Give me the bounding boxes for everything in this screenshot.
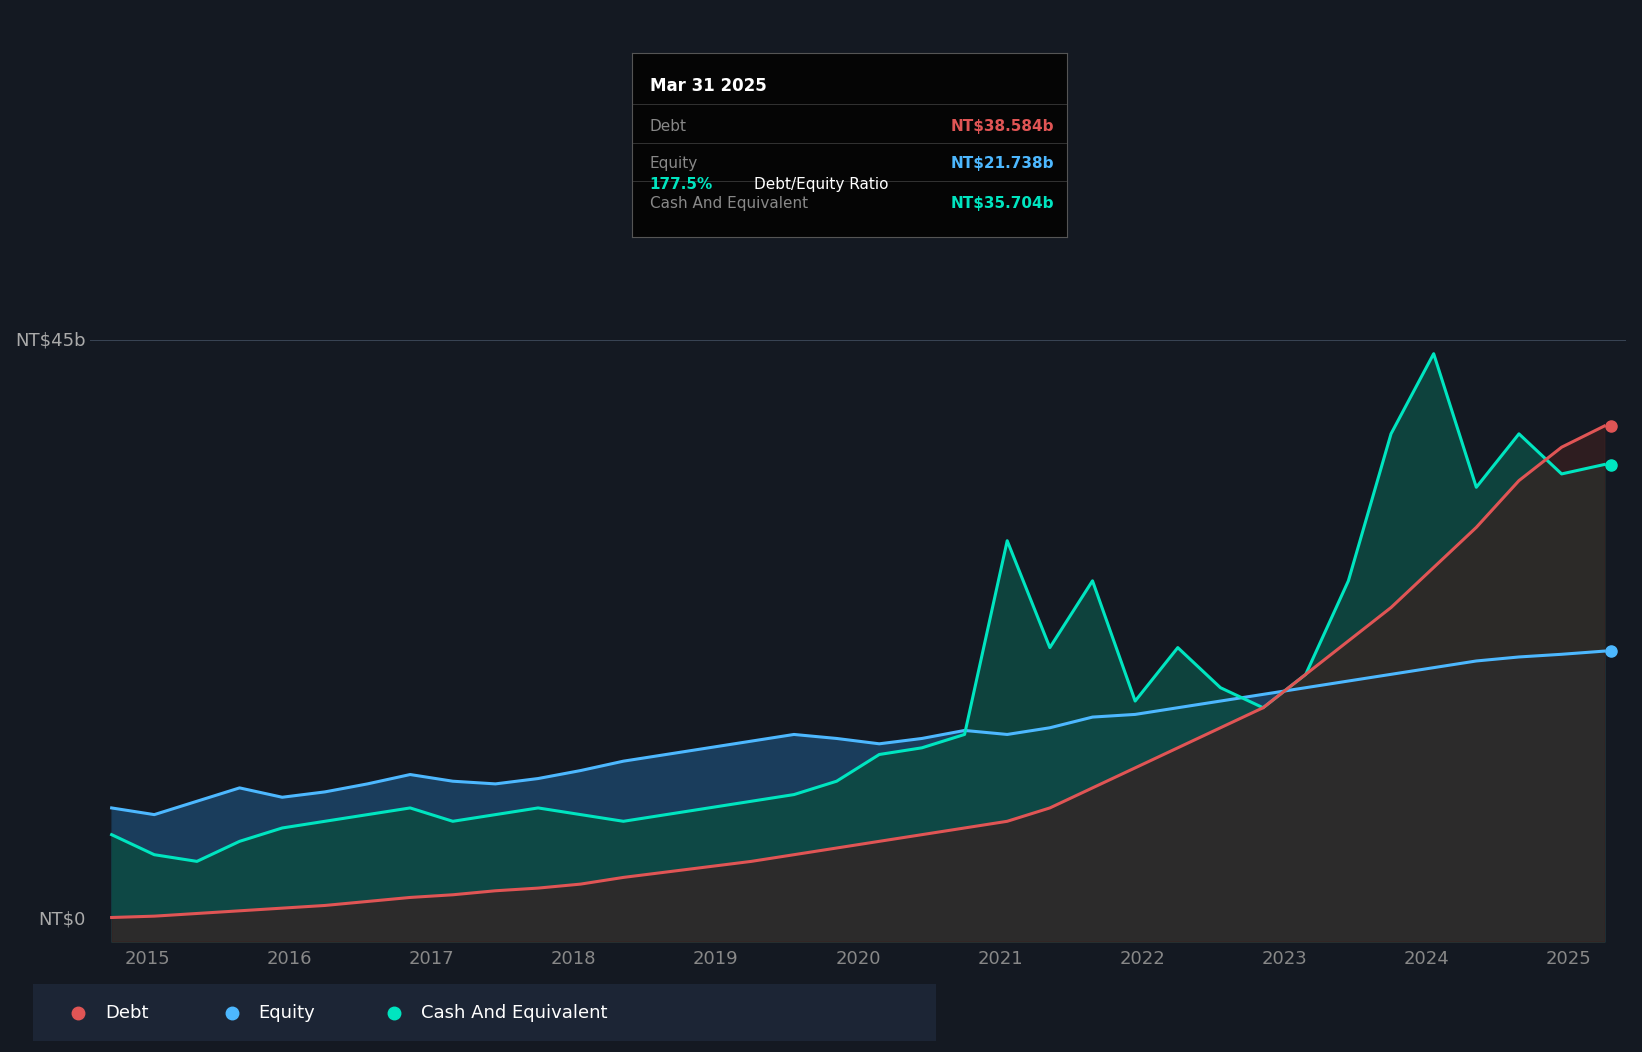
Text: Debt: Debt (105, 1004, 148, 1021)
Text: NT$38.584b: NT$38.584b (951, 119, 1054, 134)
Text: Cash And Equivalent: Cash And Equivalent (650, 196, 808, 211)
Text: Equity: Equity (650, 156, 698, 170)
Text: NT$45b: NT$45b (15, 331, 85, 349)
Text: Equity: Equity (259, 1004, 315, 1021)
Text: Mar 31 2025: Mar 31 2025 (650, 77, 767, 95)
Text: NT$0: NT$0 (38, 910, 85, 928)
Text: Cash And Equivalent: Cash And Equivalent (422, 1004, 608, 1021)
Text: 177.5%: 177.5% (650, 177, 713, 191)
Text: NT$35.704b: NT$35.704b (951, 196, 1054, 211)
Text: NT$21.738b: NT$21.738b (951, 156, 1054, 170)
Text: Debt/Equity Ratio: Debt/Equity Ratio (754, 177, 888, 191)
Text: Debt: Debt (650, 119, 686, 134)
